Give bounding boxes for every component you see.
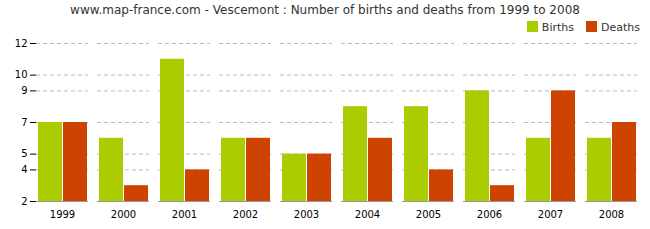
svg-text:12: 12: [15, 38, 28, 49]
html-text:www.map-france.com - Vescemont: www.map-france.com - Vescemont : Number …: [70, 3, 580, 17]
html-text:Deaths: Deaths: [601, 20, 640, 34]
svg-text:2001: 2001: [172, 209, 197, 220]
svg-text:2006: 2006: [477, 209, 502, 220]
svg-text:2008: 2008: [599, 209, 624, 220]
svg-text:2000: 2000: [111, 209, 136, 220]
svg-text:2002: 2002: [233, 209, 258, 220]
svg-text:5: 5: [21, 148, 27, 159]
svg-text:2004: 2004: [355, 209, 380, 220]
svg-text:2005: 2005: [416, 209, 441, 220]
svg-text:4: 4: [21, 164, 27, 175]
svg-text:2007: 2007: [538, 209, 563, 220]
svg-text:9: 9: [21, 85, 27, 96]
svg-text:2: 2: [21, 196, 27, 207]
svg-text:10: 10: [15, 69, 28, 80]
svg-text:2003: 2003: [294, 209, 319, 220]
html-text:Births: Births: [541, 20, 574, 34]
svg-text:7: 7: [21, 117, 27, 128]
svg-text:1999: 1999: [50, 209, 75, 220]
